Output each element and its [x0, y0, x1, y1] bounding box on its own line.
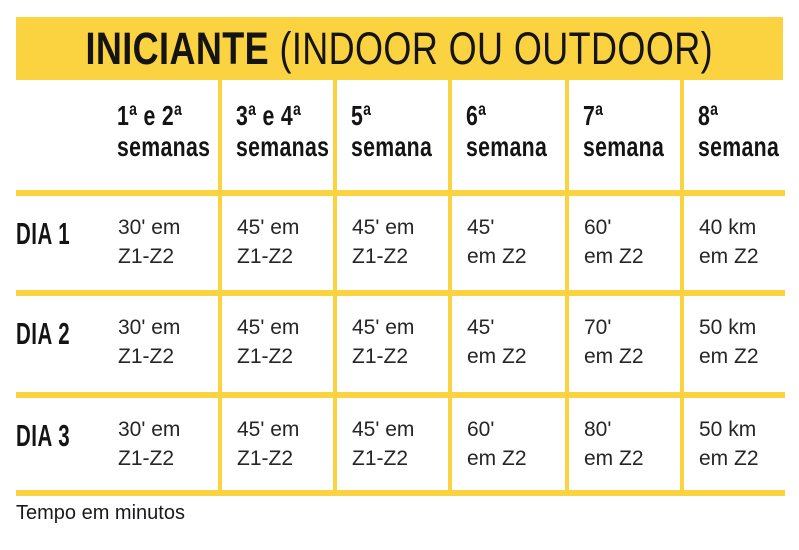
- header-week-8: 8ª semana: [680, 80, 785, 190]
- header-week-7: 7ª semana: [565, 80, 680, 190]
- header-line: semanas: [236, 131, 330, 162]
- header-line: 7ª: [583, 100, 604, 131]
- header-line: semana: [466, 131, 548, 162]
- table-row-dia-1: DIA 1 30' em Z1-Z2 45' em Z1-Z2 45' em Z1-Z…: [16, 196, 785, 296]
- header-week-6: 6ª semana: [448, 80, 565, 190]
- footnote: Tempo em minutos: [16, 502, 185, 524]
- table-cell: 45' em Z1-Z2: [218, 196, 333, 290]
- header-line: semana: [583, 131, 665, 162]
- table-cell: 70' em Z2: [565, 296, 680, 392]
- table-cell: 80' em Z2: [565, 398, 680, 490]
- page-title-bold: INICIANTE: [85, 23, 270, 74]
- table-row-dia-2: DIA 2 30' em Z1-Z2 45' em Z1-Z2 45' em Z1-Z…: [16, 296, 785, 398]
- header-weeks-3-4: 3ª e 4ª semanas: [218, 80, 333, 190]
- table-cell: 30' em Z1-Z2: [118, 418, 181, 470]
- table-cell: 45' em Z2: [448, 296, 565, 392]
- table-cell: 50 km em Z2: [680, 398, 785, 490]
- table-cell: 50 km em Z2: [680, 296, 785, 392]
- header-line: semana: [698, 131, 780, 162]
- row-label: DIA 2: [16, 296, 103, 392]
- table-cell: 60' em Z2: [565, 196, 680, 290]
- row-label-text: DIA 1: [16, 216, 71, 251]
- header-weeks-1-2: 1ª e 2ª semanas: [103, 80, 218, 190]
- page-title-rest: (INDOOR OU OUTDOOR): [269, 23, 714, 74]
- table-cell: 60' em Z2: [448, 398, 565, 490]
- table-cell: 45' em Z1-Z2: [333, 196, 448, 290]
- table-row-dia-3: DIA 3 30' em Z1-Z2 45' em Z1-Z2 45' em Z1-Z…: [16, 398, 785, 496]
- row-label: DIA 1: [16, 196, 103, 290]
- header-week-5: 5ª semana: [333, 80, 448, 190]
- header-line: semana: [351, 131, 433, 162]
- table-cell: 45' em Z1-Z2: [218, 398, 333, 490]
- row-label-text: DIA 3: [16, 418, 71, 453]
- table-header-row: 1ª e 2ª semanas 3ª e 4ª semanas 5ª semana 6…: [16, 80, 785, 196]
- title-banner: INICIANTE (INDOOR OU OUTDOOR): [16, 17, 783, 80]
- table-cell: 45' em Z1-Z2: [333, 398, 448, 490]
- table-cell: 45' em Z1-Z2: [218, 296, 333, 392]
- header-line: 3ª e 4ª: [236, 100, 302, 131]
- table-cell: 45' em Z1-Z2: [333, 296, 448, 392]
- header-line: 1ª e 2ª: [117, 100, 183, 131]
- header-line: semanas: [117, 131, 211, 162]
- row-label-text: DIA 2: [16, 316, 71, 351]
- table-cell: 30' em Z1-Z2: [118, 316, 181, 368]
- page-title: INICIANTE (INDOOR OU OUTDOOR): [86, 26, 714, 71]
- header-corner-cell: [16, 80, 103, 190]
- training-table: 1ª e 2ª semanas 3ª e 4ª semanas 5ª semana 6…: [16, 80, 785, 496]
- header-line: 6ª: [466, 100, 487, 131]
- table-cell: 40 km em Z2: [680, 196, 785, 290]
- table-cell: 30' em Z1-Z2: [118, 216, 181, 268]
- header-line: 8ª: [698, 100, 719, 131]
- row-label: DIA 3: [16, 398, 103, 490]
- table-cell: 45' em Z2: [448, 196, 565, 290]
- header-line: 5ª: [351, 100, 372, 131]
